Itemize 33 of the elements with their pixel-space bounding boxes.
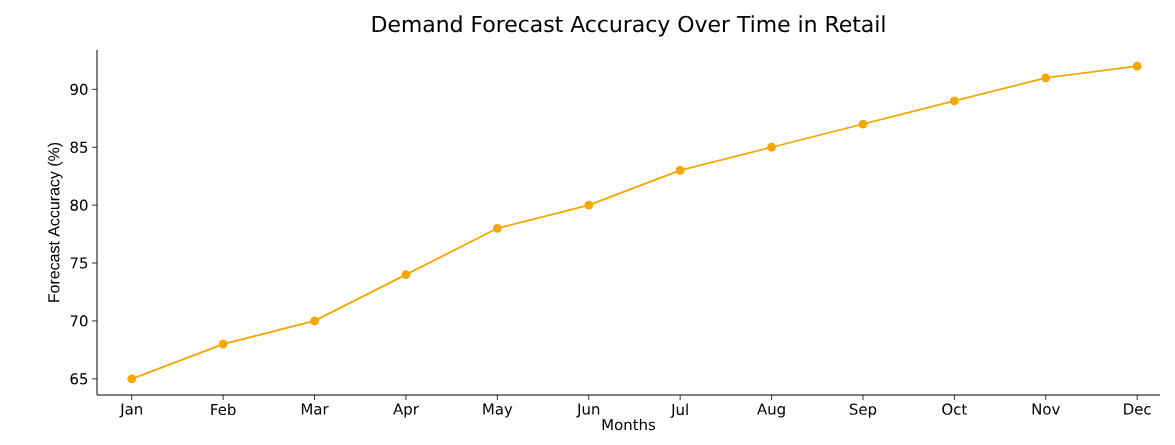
x-tick-label: Dec bbox=[1124, 403, 1151, 415]
y-tick-label: 90 bbox=[70, 83, 88, 96]
x-tick-label: Oct bbox=[942, 403, 967, 415]
point bbox=[218, 339, 228, 349]
point bbox=[584, 200, 594, 210]
y-tick-label: 85 bbox=[70, 141, 88, 153]
x-tick-label: May bbox=[483, 403, 513, 418]
point bbox=[127, 374, 137, 384]
point bbox=[1041, 73, 1051, 83]
x-tick-label: Jun bbox=[576, 403, 600, 418]
point bbox=[949, 96, 959, 106]
y-axis-title: Forecast Accuracy (%) bbox=[47, 142, 63, 302]
x-tick-label: Apr bbox=[393, 403, 419, 418]
point bbox=[401, 270, 411, 279]
x-tick-label: Nov bbox=[1032, 403, 1060, 415]
point bbox=[675, 166, 685, 175]
x-tick-label: Jul bbox=[670, 403, 688, 418]
y-tick-label: 65 bbox=[70, 373, 88, 385]
y-tick-label: 75 bbox=[70, 257, 88, 269]
point bbox=[310, 316, 319, 326]
point bbox=[1132, 61, 1142, 71]
x-tick-label: Jan bbox=[119, 403, 142, 418]
x-tick-label: Aug bbox=[757, 403, 785, 418]
x-tick-label: Mar bbox=[301, 403, 329, 415]
y-tick-label: 80 bbox=[70, 199, 88, 211]
point bbox=[492, 223, 502, 233]
x-tick-label: Feb bbox=[211, 403, 236, 416]
y-tick-label: 70 bbox=[70, 315, 88, 327]
point bbox=[767, 142, 776, 152]
point bbox=[858, 119, 868, 129]
x-tick-label: Sep bbox=[849, 403, 877, 418]
x-axis-title: Months bbox=[602, 418, 656, 431]
chart-title: Demand Forecast Accuracy Over Time in Retail bbox=[372, 15, 885, 37]
